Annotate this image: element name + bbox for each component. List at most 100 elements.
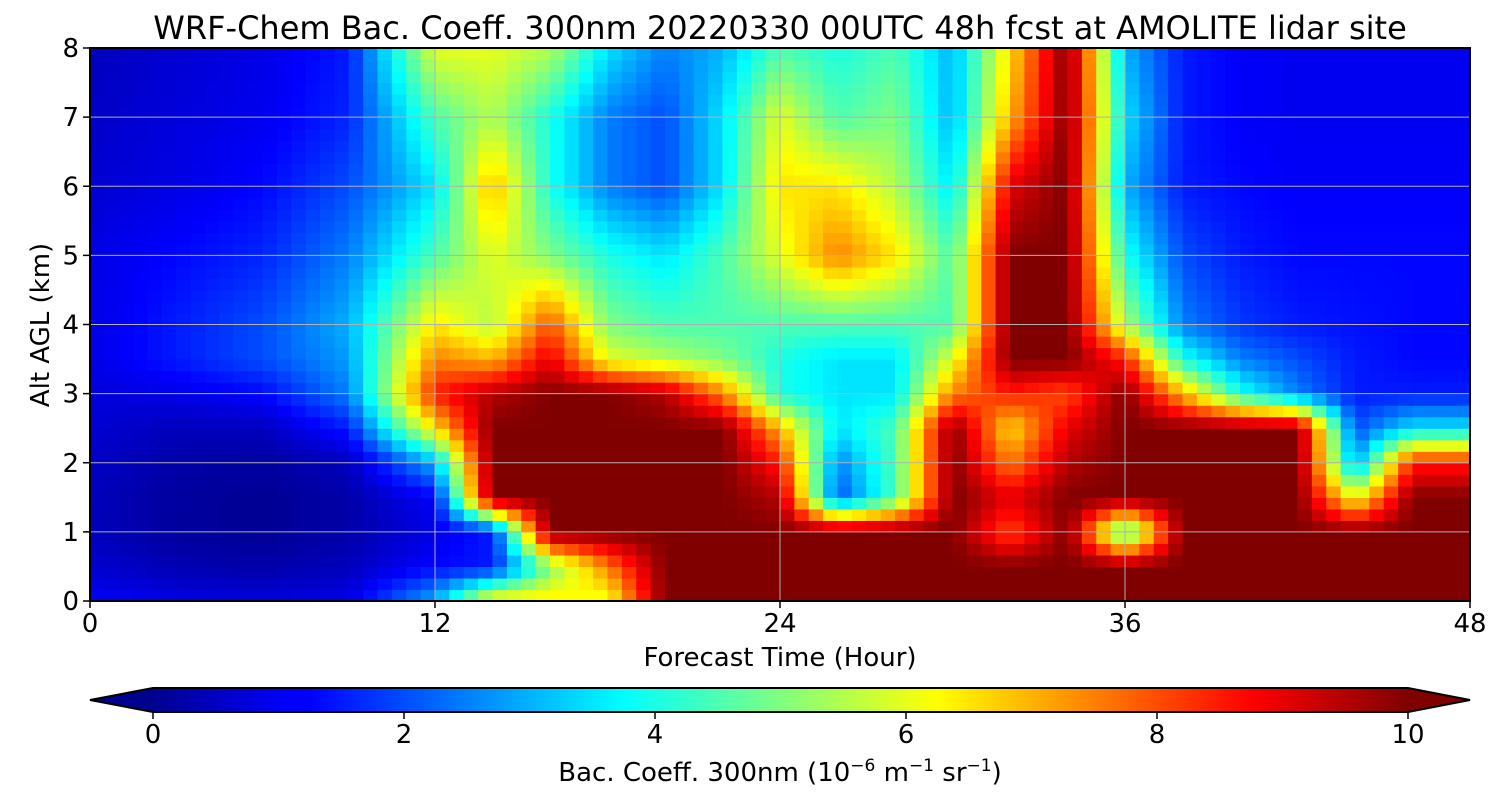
heatmap-cell bbox=[1168, 220, 1184, 233]
heatmap-cell bbox=[104, 301, 120, 314]
heatmap-cell bbox=[1125, 243, 1140, 256]
heatmap-cell bbox=[895, 128, 910, 141]
heatmap-cell bbox=[478, 474, 494, 487]
heatmap-cell bbox=[1369, 105, 1385, 118]
heatmap-cell bbox=[190, 59, 206, 72]
heatmap-cell bbox=[1441, 82, 1457, 95]
heatmap-cell bbox=[564, 347, 580, 360]
heatmap-cell bbox=[391, 197, 407, 210]
heatmap-cell bbox=[435, 232, 450, 245]
heatmap-cell bbox=[722, 163, 738, 176]
heatmap-cell bbox=[952, 543, 968, 556]
heatmap-cell bbox=[1168, 324, 1184, 337]
heatmap-cell bbox=[133, 94, 149, 107]
heatmap-cell bbox=[1383, 566, 1399, 579]
heatmap-cell bbox=[679, 324, 695, 337]
heatmap-cell bbox=[1340, 347, 1356, 360]
heatmap-cell bbox=[952, 197, 968, 210]
heatmap-cell bbox=[190, 416, 206, 429]
heatmap-cell bbox=[722, 393, 738, 406]
heatmap-cell bbox=[1139, 266, 1155, 280]
heatmap-cell bbox=[1096, 243, 1112, 256]
heatmap-cell bbox=[1024, 71, 1040, 84]
heatmap-cell bbox=[1139, 543, 1155, 556]
heatmap-cell bbox=[248, 370, 264, 383]
heatmap-cell bbox=[161, 151, 177, 164]
heatmap-cell bbox=[823, 186, 839, 199]
heatmap-cell bbox=[435, 128, 450, 141]
heatmap-cell bbox=[1038, 301, 1054, 314]
heatmap-cell bbox=[377, 566, 393, 579]
heatmap-cell bbox=[118, 232, 134, 245]
heatmap-cell bbox=[276, 462, 292, 475]
heatmap-cell bbox=[966, 347, 982, 360]
heatmap-cell bbox=[765, 439, 781, 452]
heatmap-cell bbox=[104, 531, 120, 544]
heatmap-cell bbox=[1383, 370, 1399, 383]
heatmap-cell bbox=[1240, 209, 1255, 222]
heatmap-cell bbox=[1125, 393, 1140, 406]
heatmap-cell bbox=[104, 266, 120, 280]
heatmap-cell bbox=[90, 255, 105, 268]
heatmap-cell bbox=[492, 451, 508, 464]
heatmap-cell bbox=[320, 520, 335, 533]
heatmap-cell bbox=[895, 220, 910, 233]
heatmap-cell bbox=[276, 243, 292, 256]
heatmap-cell bbox=[765, 405, 781, 418]
heatmap-cell bbox=[262, 566, 278, 579]
heatmap-cell bbox=[233, 243, 249, 256]
y-tick-label: 8 bbox=[62, 34, 79, 64]
heatmap-cell bbox=[1441, 451, 1457, 464]
heatmap-cell bbox=[377, 151, 393, 164]
heatmap-cell bbox=[1168, 232, 1184, 245]
heatmap-cell bbox=[363, 566, 379, 579]
heatmap-cell bbox=[765, 301, 781, 314]
heatmap-cell bbox=[1225, 589, 1241, 601]
heatmap-cell bbox=[1311, 82, 1327, 95]
heatmap-cell bbox=[205, 347, 220, 360]
heatmap-cell bbox=[1340, 232, 1356, 245]
heatmap-cell bbox=[751, 105, 767, 118]
heatmap-cell bbox=[478, 439, 494, 452]
heatmap-cell bbox=[320, 589, 335, 601]
heatmap-cell bbox=[550, 405, 565, 418]
heatmap-cell bbox=[794, 232, 810, 245]
heatmap-cell bbox=[765, 543, 781, 556]
heatmap-cell bbox=[1196, 59, 1212, 72]
heatmap-cell bbox=[1125, 497, 1140, 510]
heatmap-cell bbox=[233, 197, 249, 210]
heatmap-cell bbox=[866, 255, 882, 268]
heatmap-cell bbox=[190, 117, 206, 130]
heatmap-cell bbox=[391, 117, 407, 130]
heatmap-cell bbox=[808, 382, 824, 395]
heatmap-cell bbox=[1168, 439, 1184, 452]
heatmap-cell bbox=[1053, 336, 1069, 349]
heatmap-cell bbox=[880, 520, 896, 533]
heatmap-cell bbox=[1369, 197, 1385, 210]
heatmap-cell bbox=[521, 347, 537, 360]
heatmap-cell bbox=[1297, 289, 1313, 303]
heatmap-cell bbox=[535, 174, 551, 187]
heatmap-cell bbox=[1398, 370, 1414, 383]
heatmap-cell bbox=[506, 220, 522, 233]
colorbar-tick-label: 10 bbox=[1391, 720, 1424, 750]
heatmap-cell bbox=[780, 140, 795, 153]
heatmap-cell bbox=[564, 71, 580, 84]
heatmap-cell bbox=[938, 186, 954, 199]
heatmap-cell bbox=[952, 232, 968, 245]
heatmap-cell bbox=[521, 59, 537, 72]
heatmap-cell bbox=[693, 336, 709, 349]
heatmap-cell bbox=[665, 289, 680, 303]
heatmap-cell bbox=[535, 393, 551, 406]
heatmap-cell bbox=[463, 531, 479, 544]
heatmap-cell bbox=[895, 232, 910, 245]
heatmap-cell bbox=[981, 485, 997, 498]
heatmap-cell bbox=[851, 232, 867, 245]
heatmap-cell bbox=[593, 220, 609, 233]
heatmap-cell bbox=[1398, 382, 1414, 395]
heatmap-cell bbox=[104, 359, 120, 372]
heatmap-cell bbox=[823, 220, 839, 233]
heatmap-cell bbox=[923, 289, 939, 303]
heatmap-cell bbox=[176, 462, 192, 475]
heatmap-cell bbox=[1139, 186, 1155, 199]
